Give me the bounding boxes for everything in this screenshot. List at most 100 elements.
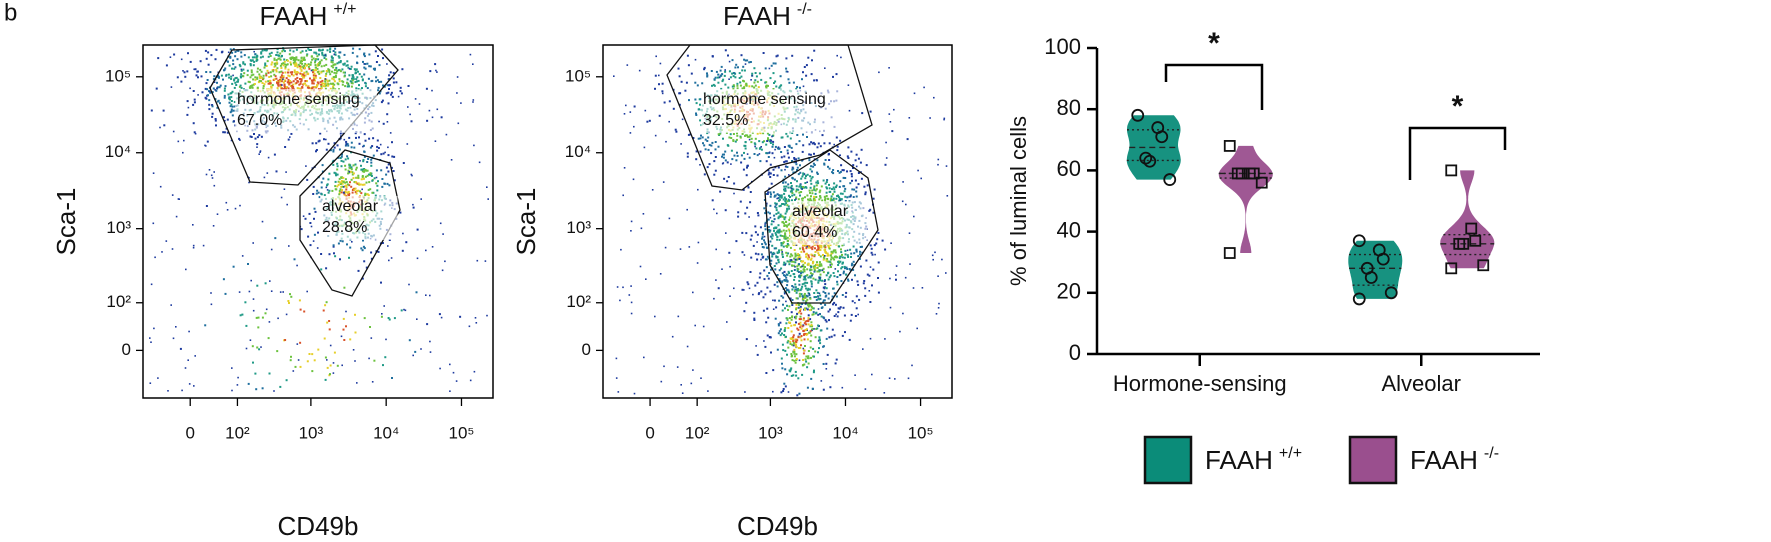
event-dot [209, 90, 211, 93]
event-dot [755, 75, 758, 78]
event-dot [315, 69, 317, 72]
event-dot [351, 189, 354, 191]
event-dot [324, 87, 327, 90]
event-dot [744, 147, 747, 150]
event-dot [780, 136, 783, 139]
event-dot [881, 239, 884, 242]
event-dot [672, 107, 675, 110]
event-dot [180, 80, 183, 83]
event-dot [721, 153, 724, 156]
event-dot [842, 169, 845, 172]
event-dot [771, 152, 774, 155]
event-dot [751, 74, 753, 77]
event-dot [816, 171, 819, 174]
event-dot [771, 233, 774, 236]
event-dot [237, 78, 240, 81]
event-dot [377, 55, 379, 57]
event-dot [786, 260, 789, 263]
event-dot [839, 199, 841, 202]
event-dot [805, 252, 808, 255]
event-dot [839, 154, 841, 157]
event-dot [325, 70, 328, 72]
event-dot [824, 182, 827, 185]
event-dot [361, 87, 363, 90]
x-tick-label: 10⁴ [373, 423, 399, 442]
event-dot [261, 82, 264, 84]
event-dot [247, 263, 249, 265]
event-dot [224, 119, 226, 122]
event-dot [295, 56, 298, 59]
event-dot [799, 326, 802, 329]
event-dot [193, 68, 195, 71]
event-dot [317, 64, 320, 67]
event-dot [351, 171, 354, 174]
event-dot [764, 67, 767, 70]
event-dot [340, 159, 343, 162]
event-dot [812, 277, 815, 280]
event-dot [400, 92, 403, 95]
event-dot [351, 51, 354, 54]
event-dot [320, 87, 323, 90]
event-dot [746, 206, 749, 209]
event-dot [835, 295, 838, 298]
event-dot [355, 78, 358, 81]
event-dot [344, 181, 347, 184]
event-dot [795, 291, 798, 294]
event-dot [791, 315, 794, 318]
event-dot [344, 71, 346, 74]
event-dot [770, 139, 773, 142]
event-dot [234, 77, 237, 80]
event-dot [340, 191, 343, 194]
event-dot [859, 246, 862, 248]
event-dot [363, 183, 366, 186]
event-dot [316, 247, 319, 249]
event-dot [727, 176, 730, 178]
event-dot [375, 182, 378, 185]
event-dot [839, 192, 842, 195]
event-dot [828, 187, 831, 190]
event-dot [828, 319, 830, 322]
event-dot [775, 209, 778, 212]
event-dot [945, 272, 947, 274]
event-dot [284, 65, 287, 68]
event-dot [365, 181, 368, 184]
event-dot [322, 70, 325, 73]
event-dot [420, 198, 422, 200]
event-dot [248, 181, 250, 184]
event-dot [450, 159, 453, 161]
event-dot [276, 67, 279, 70]
event-dot [795, 198, 797, 200]
event-dot [269, 71, 272, 74]
event-dot [784, 235, 787, 238]
event-dot [797, 322, 800, 325]
event-dot [854, 179, 857, 182]
event-dot [916, 327, 918, 330]
event-dot [733, 182, 736, 185]
event-dot [469, 379, 472, 382]
event-dot [843, 265, 846, 268]
event-dot [763, 140, 766, 143]
event-dot [715, 70, 718, 73]
event-dot [783, 203, 786, 206]
event-dot [456, 92, 458, 94]
event-dot [812, 347, 815, 350]
event-dot [473, 144, 475, 147]
event-dot [261, 387, 264, 390]
event-dot [381, 99, 384, 102]
event-dot [329, 373, 331, 376]
event-dot [807, 303, 809, 306]
event-dot [325, 58, 328, 61]
event-dot [779, 195, 782, 198]
event-dot [355, 168, 358, 171]
event-dot [235, 84, 238, 86]
event-dot [854, 302, 856, 304]
event-dot [757, 214, 760, 217]
event-dot [807, 320, 810, 323]
event-dot [771, 220, 773, 223]
event-dot [316, 189, 319, 192]
event-dot [764, 225, 767, 228]
event-dot [809, 179, 812, 182]
event-dot [324, 78, 327, 80]
event-dot [390, 166, 393, 169]
event-dot [813, 328, 815, 330]
